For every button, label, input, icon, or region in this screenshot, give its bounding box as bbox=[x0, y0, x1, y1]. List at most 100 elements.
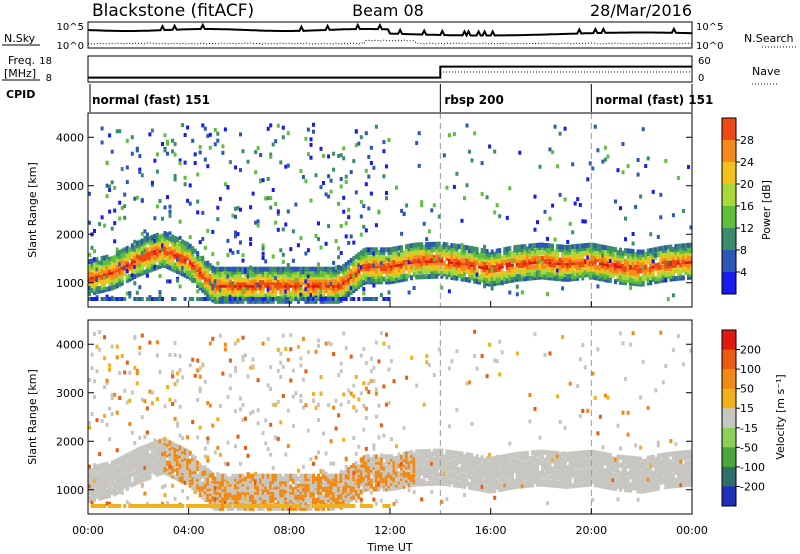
heatmap-cell bbox=[649, 269, 653, 275]
heatmap-cell bbox=[140, 238, 144, 244]
heatmap-cell bbox=[619, 258, 622, 264]
heatmap-cell bbox=[352, 266, 356, 272]
heatmap-cell bbox=[125, 138, 129, 143]
heatmap-cell bbox=[221, 473, 225, 479]
colorbar-swatch bbox=[722, 162, 736, 185]
heatmap-cell bbox=[130, 455, 134, 461]
heatmap-cell bbox=[334, 293, 338, 299]
heatmap-cell bbox=[299, 277, 303, 283]
heatmap-cell bbox=[130, 259, 134, 265]
heatmap-cell bbox=[140, 445, 144, 451]
heatmap-cell bbox=[226, 253, 230, 258]
heatmap-cell bbox=[347, 291, 351, 296]
heatmap-cell bbox=[286, 274, 290, 280]
heatmap-cell bbox=[319, 495, 323, 501]
heatmap-cell bbox=[108, 437, 112, 442]
heatmap-cell bbox=[689, 250, 693, 256]
heatmap-cell bbox=[239, 504, 242, 508]
heatmap-cell bbox=[573, 201, 577, 206]
heatmap-cell bbox=[223, 492, 227, 498]
heatmap-cell bbox=[254, 277, 258, 283]
heatmap-cell bbox=[498, 266, 502, 272]
heatmap-cell bbox=[236, 280, 240, 286]
heatmap-cell bbox=[226, 462, 230, 467]
heatmap-cell bbox=[241, 354, 245, 359]
heatmap-cell bbox=[591, 274, 595, 280]
heatmap-cell bbox=[327, 282, 331, 288]
heatmap-cell bbox=[412, 242, 416, 248]
heatmap-cell bbox=[679, 275, 683, 281]
heatmap-cell bbox=[218, 274, 222, 280]
heatmap-cell bbox=[649, 253, 653, 259]
heatmap-cell bbox=[173, 262, 177, 268]
heatmap-cell bbox=[364, 263, 368, 269]
heatmap-cell bbox=[417, 263, 421, 269]
heatmap-cell bbox=[234, 280, 237, 286]
heatmap-cell bbox=[191, 357, 195, 362]
heatmap-cell bbox=[347, 273, 351, 279]
heatmap-cell bbox=[251, 298, 255, 304]
heatmap-cell bbox=[181, 470, 185, 476]
heatmap-cell bbox=[689, 258, 693, 264]
heatmap-cell bbox=[649, 266, 653, 272]
heatmap-cell bbox=[367, 263, 371, 269]
heatmap-cell bbox=[603, 274, 607, 280]
heatmap-cell bbox=[130, 461, 134, 466]
heatmap-cell bbox=[410, 251, 414, 257]
heatmap-cell bbox=[382, 252, 386, 258]
heatmap-cell bbox=[606, 272, 610, 278]
heatmap-cell bbox=[304, 505, 308, 511]
heatmap-cell bbox=[493, 278, 497, 284]
heatmap-cell bbox=[216, 285, 220, 291]
heatmap-cell bbox=[135, 195, 139, 200]
heatmap-cell bbox=[377, 271, 381, 277]
heatmap-cell bbox=[218, 495, 222, 501]
heatmap-cell bbox=[291, 424, 295, 428]
heatmap-cell bbox=[379, 261, 383, 266]
heatmap-cell bbox=[518, 252, 522, 258]
heatmap-cell bbox=[284, 452, 288, 457]
heatmap-cell bbox=[259, 479, 263, 485]
heatmap-cell bbox=[261, 479, 265, 485]
heatmap-cell bbox=[276, 504, 280, 508]
heatmap-cell bbox=[566, 266, 570, 272]
heatmap-cell bbox=[475, 255, 479, 261]
heatmap-cell bbox=[432, 260, 436, 266]
heatmap-cell bbox=[581, 256, 585, 262]
heatmap-cell bbox=[155, 240, 159, 246]
heatmap-cell bbox=[241, 282, 245, 288]
heatmap-cell bbox=[143, 240, 147, 246]
heatmap-cell bbox=[135, 479, 139, 485]
heatmap-cell bbox=[304, 279, 308, 284]
heatmap-cell bbox=[636, 278, 640, 284]
heatmap-cell bbox=[100, 489, 104, 495]
heatmap-cell bbox=[168, 246, 172, 252]
heatmap-cell bbox=[294, 288, 298, 294]
heatmap-cell bbox=[606, 253, 610, 259]
heatmap-cell bbox=[206, 290, 210, 295]
heatmap-cell bbox=[452, 262, 456, 268]
heatmap-cell bbox=[319, 298, 323, 304]
heatmap-cell bbox=[583, 219, 587, 224]
heatmap-cell bbox=[651, 252, 655, 258]
heatmap-cell bbox=[342, 331, 346, 336]
heatmap-cell bbox=[208, 276, 212, 282]
heatmap-cell bbox=[150, 441, 154, 447]
heatmap-cell bbox=[143, 251, 147, 256]
heatmap-cell bbox=[269, 288, 273, 294]
heatmap-cell bbox=[254, 220, 258, 225]
heatmap-cell bbox=[145, 406, 149, 411]
heatmap-cell bbox=[108, 487, 112, 493]
heatmap-cell bbox=[135, 477, 139, 483]
heatmap-cell bbox=[309, 272, 313, 278]
heatmap-cell bbox=[236, 206, 240, 211]
heatmap-cell bbox=[178, 461, 182, 467]
heatmap-cell bbox=[211, 491, 215, 497]
heatmap-cell bbox=[279, 481, 283, 487]
heatmap-cell bbox=[153, 459, 157, 465]
heatmap-cell bbox=[420, 200, 424, 205]
heatmap-cell bbox=[113, 486, 117, 492]
heatmap-cell bbox=[322, 280, 325, 286]
heatmap-cell bbox=[269, 487, 273, 493]
heatmap-cell bbox=[133, 504, 137, 508]
